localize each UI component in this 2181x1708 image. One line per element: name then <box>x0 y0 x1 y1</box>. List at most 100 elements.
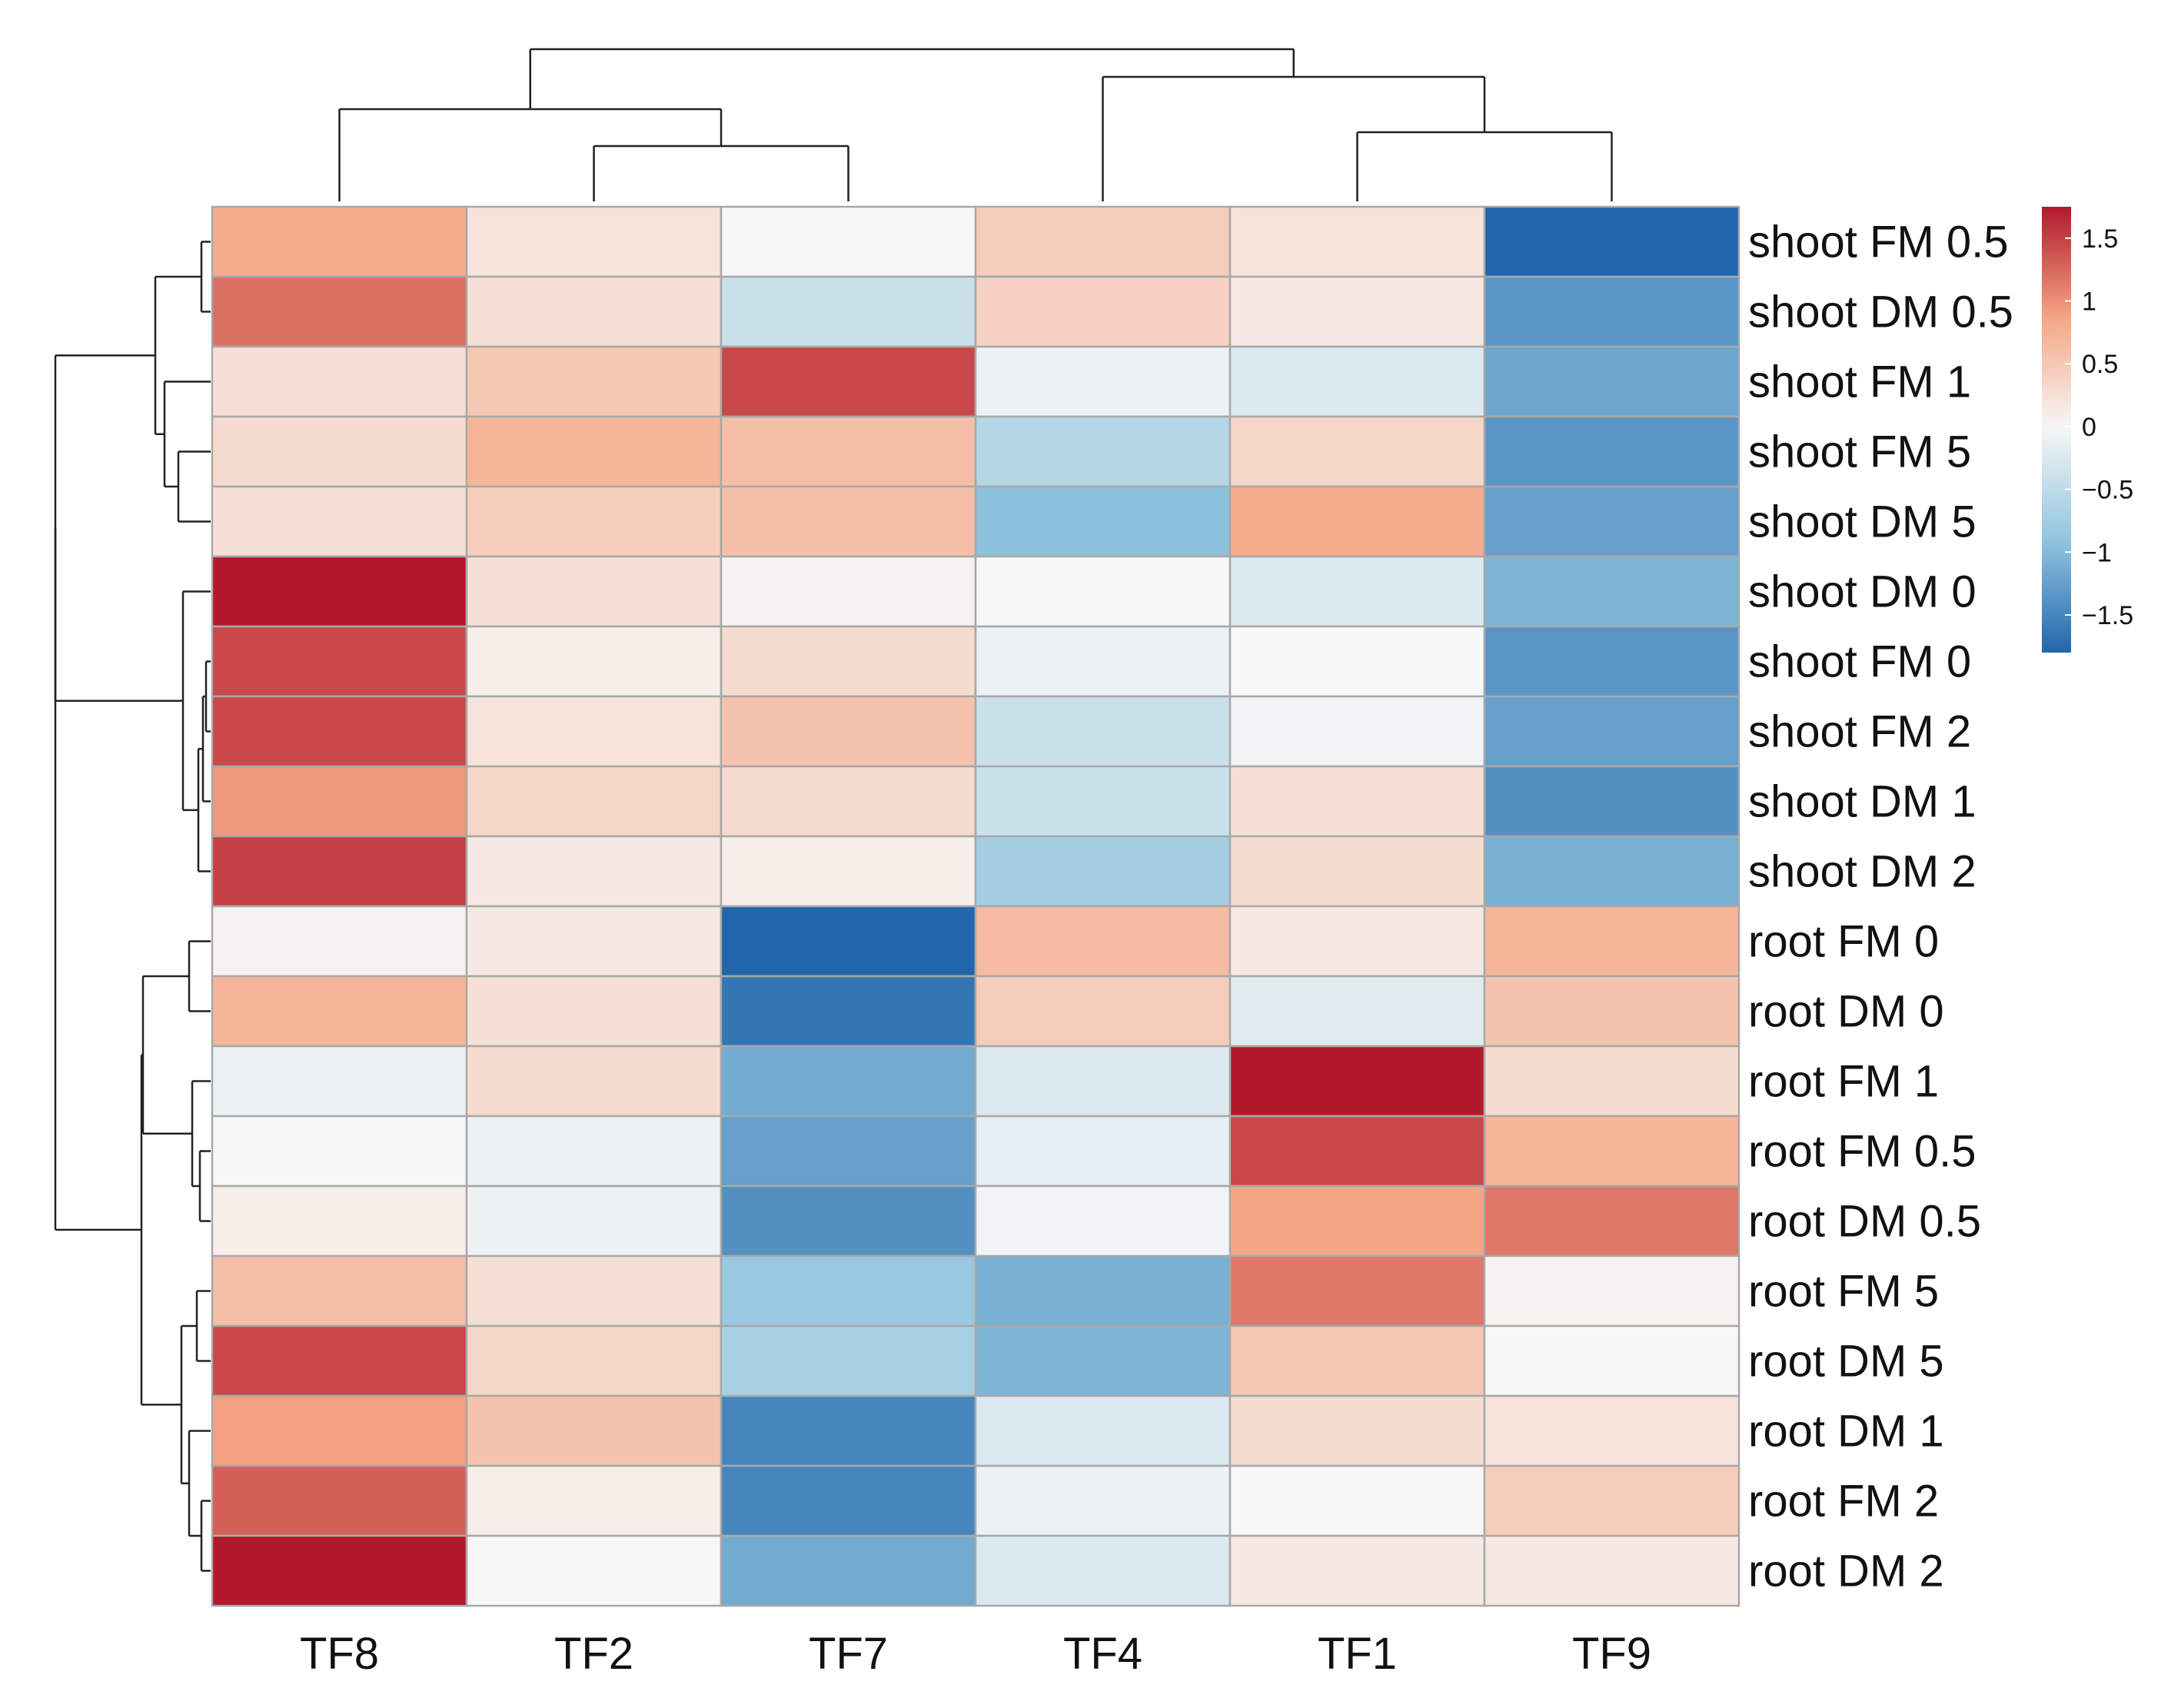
heatmap-cell <box>211 345 468 418</box>
heatmap-cell <box>211 695 468 768</box>
heatmap-cell <box>465 1045 723 1118</box>
row-labels: shoot FM 0.5 shoot DM 0.5 shoot FM 1 shoot … <box>1748 218 2013 1597</box>
heatmap-cells <box>211 205 1740 1607</box>
heatmap-cell <box>1228 205 1486 278</box>
column-label: TF1 <box>1318 1629 1397 1679</box>
heatmap-cell <box>720 415 977 488</box>
heatmap-cell <box>211 205 468 278</box>
heatmap-cell <box>1483 1045 1740 1118</box>
heatmap-cell <box>211 555 468 628</box>
heatmap-cell <box>720 975 977 1048</box>
heatmap-cell <box>974 625 1232 698</box>
row-label: root FM 5 <box>1748 1267 1939 1317</box>
row-label: shoot FM 2 <box>1748 707 1971 757</box>
heatmap-cell <box>1483 905 1740 978</box>
legend-tick-label: −1.5 <box>2082 601 2133 630</box>
heatmap-cell <box>1483 1115 1740 1188</box>
heatmap-cell <box>720 1324 977 1397</box>
color-legend: 1.5 1 0.5 0 −0.5 −1 −1.5 <box>2042 207 2133 653</box>
heatmap-cell <box>211 485 468 558</box>
heatmap-cell <box>1483 1534 1740 1607</box>
heatmap-cell <box>211 415 468 488</box>
heatmap-cell <box>720 1254 977 1328</box>
heatmap-cell <box>720 1394 977 1467</box>
heatmap-cell <box>465 275 723 348</box>
heatmap-cell <box>211 625 468 698</box>
heatmap-cell <box>1228 1464 1486 1537</box>
row-label: shoot DM 2 <box>1748 847 1977 897</box>
heatmap-cell <box>1483 1254 1740 1328</box>
heatmap-cell <box>974 695 1232 768</box>
row-dendrogram <box>54 241 211 1572</box>
heatmap-cell <box>974 905 1232 978</box>
heatmap-cell <box>1228 485 1486 558</box>
heatmap-cell <box>1483 1464 1740 1537</box>
heatmap-cell <box>1228 905 1486 978</box>
heatmap-cell <box>465 555 723 628</box>
heatmap-cell <box>211 1254 468 1328</box>
heatmap-cell <box>974 765 1232 838</box>
heatmap-cell <box>1483 695 1740 768</box>
heatmap-cell <box>211 275 468 348</box>
row-label: shoot DM 0.5 <box>1748 287 2013 337</box>
heatmap-cell <box>974 275 1232 348</box>
heatmap-cell <box>1228 345 1486 418</box>
heatmap-cell <box>465 415 723 488</box>
heatmap-cell <box>974 1324 1232 1397</box>
heatmap-cell <box>1228 555 1486 628</box>
heatmap-cell <box>1483 205 1740 278</box>
heatmap-cell <box>1483 1185 1740 1258</box>
heatmap-cell <box>1228 835 1486 908</box>
row-label: shoot FM 1 <box>1748 357 1971 407</box>
heatmap-cell <box>974 485 1232 558</box>
heatmap-cell <box>465 205 723 278</box>
heatmap-cell <box>1228 1324 1486 1397</box>
heatmap-cell <box>465 485 723 558</box>
heatmap-cell <box>211 1115 468 1188</box>
heatmap-cell <box>465 345 723 418</box>
row-label: root DM 0 <box>1748 987 1944 1037</box>
heatmap-cell <box>1483 415 1740 488</box>
heatmap-cell <box>1483 765 1740 838</box>
heatmap-cell <box>1228 275 1486 348</box>
heatmap-cell <box>1228 1045 1486 1118</box>
heatmap-cell <box>720 625 977 698</box>
heatmap-cell <box>974 1534 1232 1607</box>
heatmap-cell <box>211 1185 468 1258</box>
color-legend-bar <box>2042 207 2071 653</box>
heatmap-cell <box>465 625 723 698</box>
heatmap-cell <box>465 765 723 838</box>
row-label: shoot FM 0 <box>1748 637 1971 687</box>
color-legend-ticks: 1.5 1 0.5 0 −0.5 −1 −1.5 <box>2065 224 2133 630</box>
heatmap-cell <box>1483 345 1740 418</box>
legend-tick-label: −1 <box>2082 538 2112 567</box>
legend-tick-label: 1.5 <box>2082 224 2118 254</box>
heatmap-cell <box>465 695 723 768</box>
heatmap-cell <box>720 275 977 348</box>
heatmap-cell <box>974 1185 1232 1258</box>
heatmap-cell <box>1483 1324 1740 1397</box>
row-label: shoot DM 5 <box>1748 497 1977 547</box>
row-label: root FM 2 <box>1748 1477 1939 1527</box>
heatmap-cell <box>1483 975 1740 1048</box>
heatmap-cell <box>465 1185 723 1258</box>
heatmap-cell <box>1228 415 1486 488</box>
heatmap-cell <box>211 1534 468 1607</box>
heatmap-cell <box>974 415 1232 488</box>
column-label: TF2 <box>554 1629 633 1679</box>
column-label: TF7 <box>809 1629 888 1679</box>
row-label: shoot DM 0 <box>1748 567 1977 617</box>
heatmap-cell <box>974 1254 1232 1328</box>
heatmap-cell <box>1228 1254 1486 1328</box>
heatmap-cell <box>974 1464 1232 1537</box>
heatmap-cell <box>720 1115 977 1188</box>
heatmap-cell <box>974 1394 1232 1467</box>
heatmap-cell <box>1483 485 1740 558</box>
row-label: root DM 2 <box>1748 1547 1944 1597</box>
column-label: TF8 <box>300 1629 379 1679</box>
heatmap-cell <box>211 905 468 978</box>
heatmap-cell <box>720 345 977 418</box>
heatmap-cell <box>720 905 977 978</box>
row-label: root DM 1 <box>1748 1407 1944 1457</box>
